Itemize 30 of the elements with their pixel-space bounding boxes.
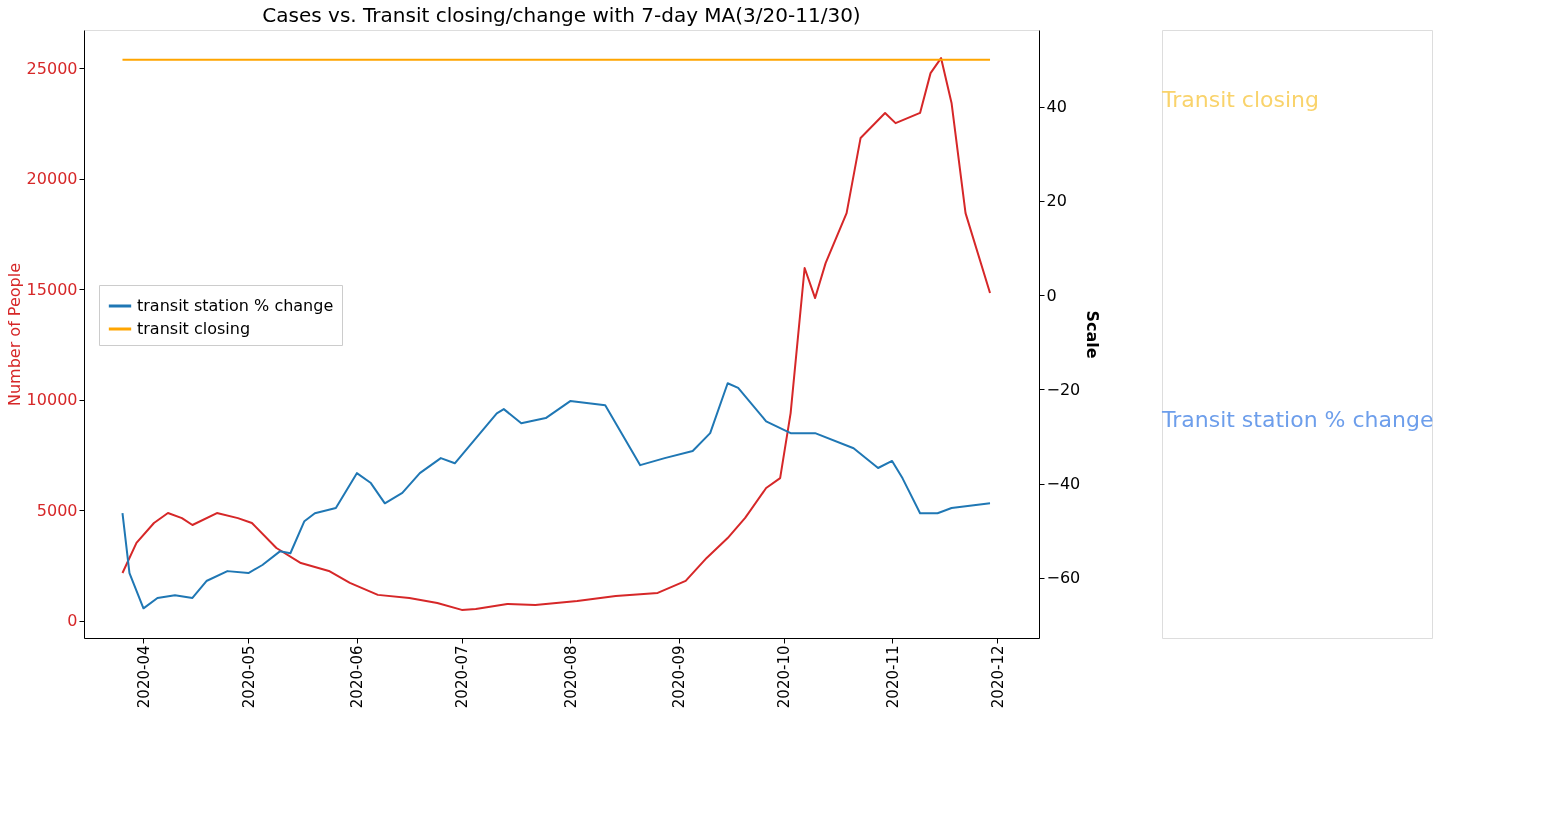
line-series [121, 57, 992, 611]
y2-tick-label: 20 [1046, 191, 1067, 211]
y2-tick-label: −60 [1046, 568, 1081, 588]
y2-tick-label: 0 [1046, 285, 1057, 305]
y2-tick-label: −40 [1046, 474, 1081, 494]
y-tick-label: 5000 [36, 500, 78, 520]
x-tick-label: 2020-05 [239, 645, 258, 709]
x-tick-label: 2020-06 [348, 645, 367, 709]
y-tick-label: 0 [67, 611, 78, 631]
y-tick-label: 20000 [26, 169, 78, 189]
y-tick-label: 10000 [26, 390, 78, 410]
legend-label: transit closing [137, 319, 251, 338]
y2-tick-label: −20 [1046, 379, 1081, 399]
x-tick-label: 2020-12 [988, 645, 1007, 709]
chart-title: Cases vs. Transit closing/change with 7-day MA(3/20-11/30) [262, 3, 861, 27]
y-tick-label: 25000 [26, 58, 78, 78]
x-tick-label: 2020-10 [775, 645, 794, 709]
text: Transit station % change [1161, 407, 1434, 432]
y-axis-title: Number of People [4, 262, 24, 407]
x-tick-label: 2020-09 [670, 645, 689, 709]
line-series [121, 382, 992, 610]
text: Transit closing [1161, 87, 1320, 112]
y2-tick-label: 40 [1046, 97, 1067, 117]
y2-axis-title: Scale [1083, 310, 1103, 359]
x-tick-label: 2020-04 [134, 645, 153, 709]
legend-label: transit station % change [137, 296, 334, 315]
x-tick-label: 2020-07 [453, 645, 472, 709]
x-tick-label: 2020-11 [883, 645, 902, 709]
y-tick-label: 15000 [26, 279, 78, 299]
x-tick-label: 2020-08 [561, 645, 580, 709]
